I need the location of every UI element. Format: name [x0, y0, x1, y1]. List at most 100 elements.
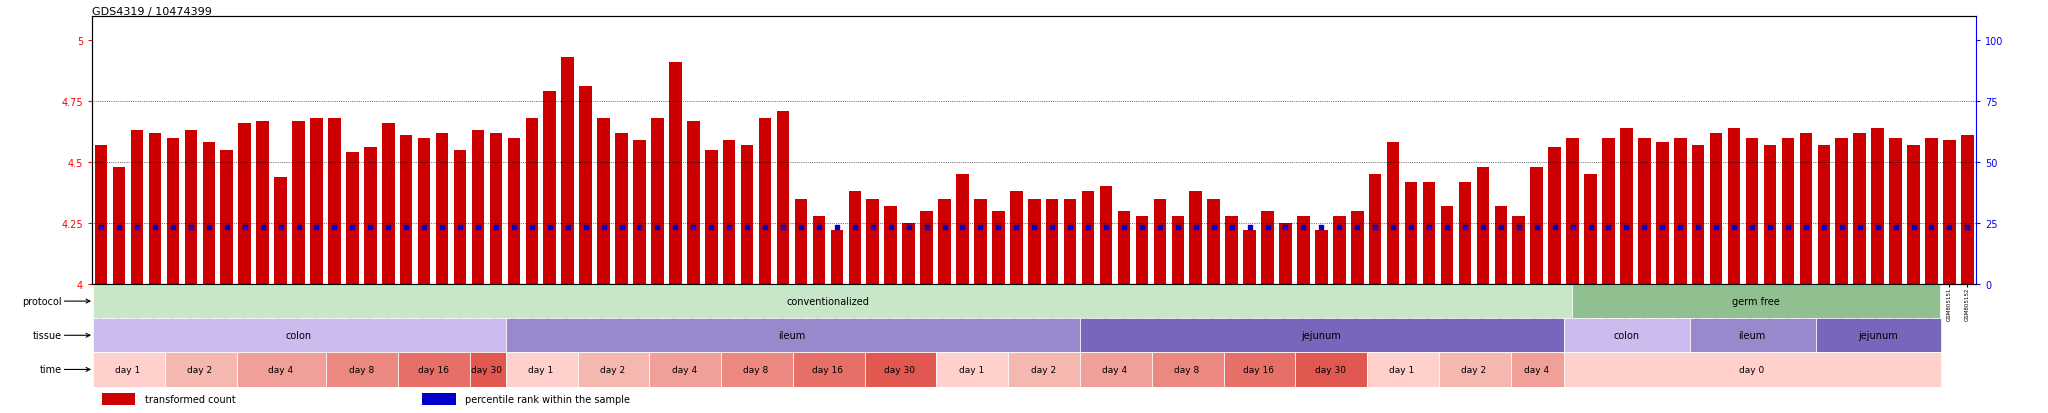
Point — [301, 224, 334, 230]
Text: ileum: ileum — [778, 330, 805, 340]
Point — [1233, 224, 1266, 230]
Point — [641, 224, 674, 230]
Point — [1180, 224, 1212, 230]
Bar — [1386, 143, 1399, 284]
Bar — [1763, 145, 1776, 284]
Point — [678, 224, 711, 230]
Point — [569, 224, 602, 230]
Bar — [1477, 167, 1489, 284]
Point — [1161, 224, 1194, 230]
Point — [1647, 224, 1679, 230]
Bar — [1440, 206, 1454, 284]
Text: time: time — [39, 365, 61, 375]
Point — [874, 224, 907, 230]
Point — [532, 224, 565, 230]
Point — [1753, 224, 1786, 230]
Point — [193, 224, 225, 230]
Bar — [1063, 199, 1077, 284]
Point — [1663, 224, 1696, 230]
Point — [981, 224, 1014, 230]
Bar — [885, 206, 897, 284]
Text: day 4: day 4 — [672, 365, 696, 374]
Bar — [1853, 133, 1866, 284]
Bar — [1458, 182, 1470, 284]
Point — [317, 224, 350, 230]
Text: day 16: day 16 — [418, 365, 449, 374]
Text: day 8: day 8 — [743, 365, 768, 374]
Bar — [1440, 353, 1511, 387]
Bar — [1079, 318, 1565, 353]
Bar — [1782, 138, 1794, 284]
Bar — [1368, 353, 1440, 387]
Bar — [418, 138, 430, 284]
Text: jejunum: jejunum — [1300, 330, 1341, 340]
Bar — [776, 112, 788, 284]
Text: day 4: day 4 — [268, 365, 293, 374]
Point — [659, 224, 692, 230]
Bar — [1872, 128, 1884, 284]
Point — [893, 224, 926, 230]
Bar — [1008, 353, 1079, 387]
Point — [1198, 224, 1231, 230]
Bar — [506, 318, 1079, 353]
Point — [479, 224, 512, 230]
Point — [211, 224, 244, 230]
Point — [1790, 224, 1823, 230]
Bar — [399, 136, 412, 284]
Point — [946, 224, 979, 230]
Bar — [1673, 138, 1686, 284]
Bar — [1280, 223, 1292, 284]
Bar — [1925, 138, 1937, 284]
Point — [1896, 224, 1929, 230]
Bar — [1262, 211, 1274, 284]
Point — [1108, 224, 1141, 230]
Bar — [1657, 143, 1669, 284]
Point — [694, 224, 727, 230]
Bar — [326, 353, 397, 387]
Bar — [793, 353, 864, 387]
Bar — [1079, 353, 1151, 387]
Point — [1432, 224, 1464, 230]
Text: day 30: day 30 — [885, 365, 915, 374]
Bar — [1010, 192, 1022, 284]
Point — [139, 224, 172, 230]
Bar — [397, 353, 469, 387]
Bar — [150, 133, 162, 284]
Bar — [1368, 175, 1382, 284]
Text: day 1: day 1 — [528, 365, 553, 374]
Point — [1036, 224, 1069, 230]
Point — [1376, 224, 1409, 230]
Bar — [1081, 192, 1094, 284]
Bar — [920, 211, 932, 284]
Bar — [561, 58, 573, 284]
Bar — [1565, 318, 1690, 353]
Point — [838, 224, 870, 230]
Bar — [1137, 216, 1149, 284]
Bar — [1690, 318, 1817, 353]
Bar — [328, 119, 340, 284]
Bar — [131, 131, 143, 284]
Bar — [723, 141, 735, 284]
Point — [928, 224, 961, 230]
Point — [1448, 224, 1481, 230]
Bar — [938, 199, 950, 284]
Bar — [1171, 216, 1184, 284]
Text: colon: colon — [285, 330, 311, 340]
Bar — [164, 353, 238, 387]
Point — [1681, 224, 1714, 230]
Point — [1538, 224, 1571, 230]
Bar — [1944, 141, 1956, 284]
Text: day 30: day 30 — [471, 365, 502, 374]
Bar — [1296, 216, 1309, 284]
Point — [336, 224, 369, 230]
Bar — [1333, 216, 1346, 284]
Bar — [1151, 353, 1223, 387]
Text: protocol: protocol — [23, 297, 61, 306]
Bar — [92, 353, 164, 387]
Point — [1090, 224, 1122, 230]
Bar — [864, 353, 936, 387]
Bar — [1620, 128, 1632, 284]
Point — [227, 224, 260, 230]
Point — [965, 224, 997, 230]
Bar — [651, 119, 664, 284]
